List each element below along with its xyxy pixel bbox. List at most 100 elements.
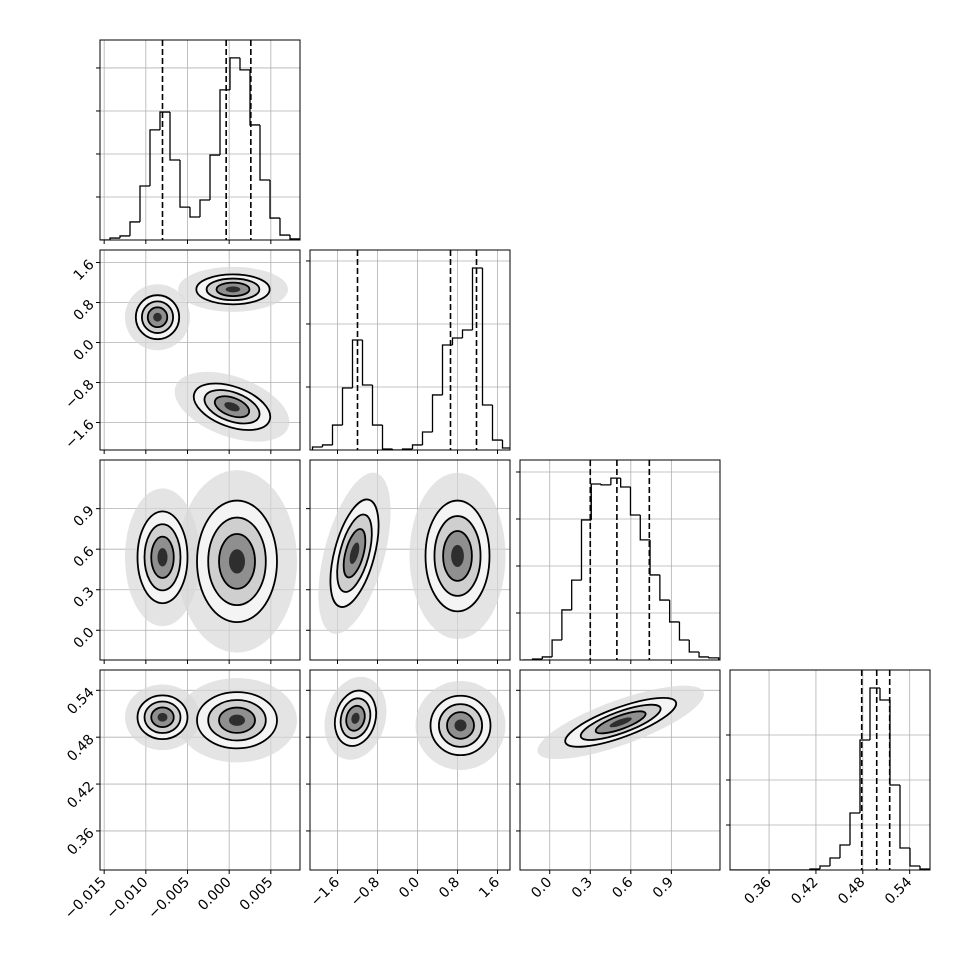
- x-tick-label: 0.3: [569, 874, 596, 901]
- histogram-step: [829, 857, 840, 866]
- histogram-step: [698, 652, 709, 658]
- panel-frame: [99, 669, 301, 871]
- histogram-step: [119, 235, 130, 239]
- histogram-step: [849, 812, 860, 845]
- y-tick-label: 0.42: [64, 778, 97, 811]
- panel-frame: [99, 249, 301, 451]
- histogram-step: [620, 478, 631, 488]
- panel-frame: [309, 669, 511, 871]
- histogram-step: [411, 444, 423, 449]
- histogram-step: [321, 444, 333, 447]
- panel: [310, 460, 510, 660]
- histogram-step: [659, 574, 670, 601]
- y-tick-label: −0.8: [62, 377, 97, 412]
- histogram-step: [109, 237, 120, 240]
- contour: [451, 544, 464, 568]
- histogram-step: [159, 111, 170, 130]
- histogram-step: [571, 579, 582, 610]
- x-tick-label: 0.48: [835, 874, 868, 907]
- histogram-step: [669, 600, 680, 623]
- x-tick-label: 0.000: [195, 874, 235, 914]
- panel: [520, 460, 720, 660]
- x-tick-label: 0.8: [436, 874, 463, 901]
- y-tick-label: 0.54: [64, 685, 97, 718]
- contour: [454, 719, 467, 732]
- x-tick-label: 0.005: [237, 874, 277, 914]
- x-tick-label: 0.54: [882, 874, 915, 907]
- x-tick-label: −0.015: [62, 874, 110, 922]
- histogram-step: [541, 656, 553, 660]
- histogram-step: [421, 431, 433, 445]
- histogram-step: [169, 112, 180, 161]
- histogram-step: [639, 514, 651, 541]
- panel: [100, 40, 300, 240]
- histogram-step: [381, 425, 393, 450]
- histogram-step: [351, 339, 363, 388]
- histogram-step: [239, 57, 250, 71]
- histogram-step: [371, 384, 383, 426]
- histogram-step: [259, 124, 270, 181]
- histogram-step: [501, 440, 510, 449]
- y-tick-label: 0.0: [71, 337, 98, 364]
- histogram-step: [391, 448, 403, 450]
- panel-frame: [519, 459, 721, 661]
- x-tick-label: 0.0: [528, 874, 555, 901]
- y-tick-label: 0.8: [71, 297, 98, 324]
- y-tick-label: 0.6: [71, 543, 98, 570]
- panel: [520, 670, 720, 870]
- x-tick-label: −0.8: [348, 874, 383, 909]
- y-tick-label: 0.0: [71, 625, 98, 652]
- histogram-step: [629, 487, 641, 516]
- histogram-step: [859, 739, 870, 813]
- histogram-step: [179, 160, 190, 208]
- contour: [229, 714, 245, 726]
- y-tick-label: 0.36: [64, 825, 97, 858]
- panel: [100, 670, 300, 870]
- histogram-step: [461, 329, 473, 338]
- histogram-step: [311, 446, 323, 450]
- histogram-step: [289, 235, 300, 240]
- x-tick-label: 0.6: [609, 874, 636, 901]
- histogram-step: [919, 865, 930, 870]
- histogram-step: [561, 609, 572, 641]
- y-tick-label: 0.48: [64, 732, 97, 765]
- histogram-step: [229, 57, 240, 90]
- histogram-step: [600, 483, 611, 486]
- panel: [310, 250, 510, 450]
- histogram-step: [341, 387, 353, 426]
- histogram-step: [451, 337, 463, 346]
- y-tick-label: 0.3: [71, 584, 98, 611]
- histogram-step: [839, 844, 850, 858]
- contour: [349, 542, 360, 564]
- histogram-step: [649, 539, 660, 576]
- histogram-step: [149, 129, 160, 187]
- histogram-step: [331, 424, 343, 445]
- contour: [351, 712, 360, 724]
- contour: [157, 712, 168, 722]
- histogram-step: [708, 656, 720, 660]
- histogram-step: [909, 847, 920, 867]
- histogram-step: [819, 865, 830, 870]
- histogram-step: [471, 267, 483, 331]
- histogram-step: [879, 688, 890, 701]
- histogram-step: [899, 784, 910, 849]
- x-tick-label: 0.0: [396, 874, 423, 901]
- histogram-step: [551, 639, 562, 657]
- x-tick-label: −0.010: [104, 874, 152, 922]
- histogram-step: [481, 268, 493, 406]
- histogram-step: [580, 519, 592, 581]
- y-tick-label: −1.6: [62, 417, 97, 452]
- histogram-step: [590, 483, 602, 520]
- panel-frame: [519, 669, 721, 871]
- panel: [730, 670, 930, 870]
- histogram-step: [441, 344, 453, 395]
- panel: [100, 460, 300, 660]
- panel-frame: [309, 249, 511, 451]
- histogram-step: [361, 339, 373, 386]
- histogram-step: [869, 687, 880, 740]
- y-tick-label: 1.6: [71, 257, 98, 284]
- panel-frame: [99, 459, 301, 661]
- histogram-step: [139, 185, 150, 222]
- histogram-step: [610, 477, 621, 485]
